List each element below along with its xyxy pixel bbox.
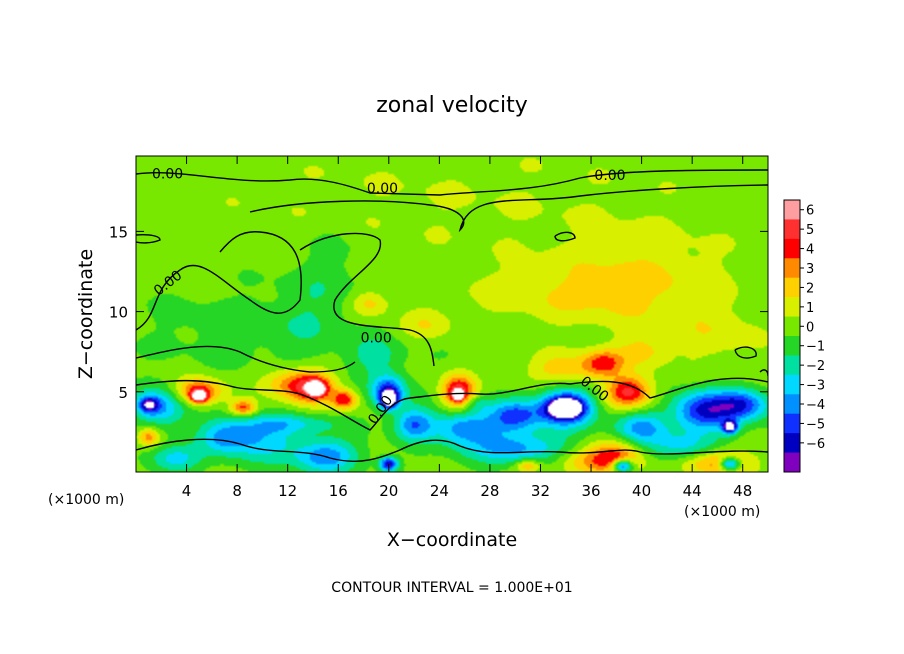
y-axis-label: Z−coordinate	[75, 249, 97, 379]
colorbar-swatch	[784, 316, 800, 337]
colorbar-tick-label: −6	[806, 437, 825, 452]
x-tick-label: 40	[632, 482, 651, 500]
x-axis: 4 8 12 16 20 24 28 32 36 40 44 48	[182, 156, 752, 500]
colorbar-swatch	[784, 374, 800, 395]
contour-line-bottom	[136, 438, 768, 462]
colorbar-swatch	[784, 336, 800, 356]
contour-line-upper	[249, 184, 768, 233]
colorbar-swatch	[784, 297, 800, 318]
colorbar-frame	[783, 199, 801, 473]
contour-line-top	[136, 169, 768, 196]
contour-line-lower	[136, 345, 356, 373]
x-tick-label: 32	[531, 482, 550, 500]
z-unit-label: (×1000 m)	[48, 492, 124, 508]
heatmap-image	[136, 156, 768, 472]
contour-label: 0.00	[594, 168, 625, 184]
colorbar-swatch	[784, 200, 800, 220]
x-tick-label: 24	[430, 482, 449, 500]
x-tick-label: 12	[278, 482, 297, 500]
colorbar-tick-label: 3	[806, 262, 814, 277]
colorbar-swatch	[784, 277, 800, 298]
colorbar-tick-label: −1	[806, 340, 825, 355]
contour-line-base	[136, 377, 768, 431]
x-tick-label: 16	[329, 482, 348, 500]
colorbar-swatch	[784, 394, 800, 415]
colorbar-swatch	[784, 219, 800, 240]
contour-interval-note: CONTOUR INTERVAL = 1.000E+01	[331, 580, 572, 596]
contour-label: 0.00	[361, 330, 392, 346]
colorbar-swatch	[784, 355, 800, 376]
contour-label: 0.00	[152, 167, 183, 183]
colorbar-tick-label: −4	[806, 398, 825, 413]
plot-frame	[135, 155, 769, 473]
contour-line-patch-1	[554, 231, 576, 242]
colorbar-tick-label: −5	[806, 417, 825, 432]
x-tick-label: 48	[733, 482, 752, 500]
y-tick-label: 5	[118, 384, 128, 402]
x-tick-label: 44	[683, 482, 702, 500]
colorbar: 6 5 4 3 2 1 0 −1 −2 −3 −4 −5 −6	[783, 199, 825, 473]
x-unit-label: (×1000 m)	[684, 504, 760, 520]
colorbar-tick-label: 5	[806, 223, 814, 238]
colorbar-swatch	[784, 413, 800, 434]
colorbar-tick-label: −3	[806, 379, 825, 394]
colorbar-tick-label: 1	[806, 301, 814, 316]
colorbar-swatch	[784, 258, 800, 279]
x-tick-label: 36	[581, 482, 600, 500]
x-tick-label: 20	[379, 482, 398, 500]
contour-lines	[136, 169, 768, 462]
contour-line-middle	[136, 231, 302, 331]
x-tick-label: 8	[232, 482, 242, 500]
x-axis-label: X−coordinate	[387, 529, 517, 551]
heatmap-field	[136, 156, 768, 472]
y-axis: 5 10 15	[109, 223, 768, 402]
colorbar-tick-label: 6	[806, 204, 814, 219]
y-tick-label: 15	[109, 223, 128, 241]
y-tick-label: 10	[109, 304, 128, 322]
colorbar-swatch	[784, 433, 800, 454]
contour-line-center	[299, 232, 435, 367]
colorbar-swatch	[784, 238, 800, 259]
x-tick-label: 4	[182, 482, 192, 500]
colorbar-tick-label: 0	[806, 320, 814, 335]
x-tick-label: 28	[480, 482, 499, 500]
colorbar-tick-label: 2	[806, 281, 814, 296]
contour-line-left-upper	[136, 234, 161, 244]
contour-line-patch-2	[734, 346, 757, 359]
colorbar-tick-label: 4	[806, 243, 814, 258]
colorbar-tick-label: −2	[806, 359, 825, 374]
colorbar-swatch	[784, 452, 800, 473]
contour-label: 0.00	[367, 181, 398, 197]
chart-title: zonal velocity	[376, 93, 528, 118]
